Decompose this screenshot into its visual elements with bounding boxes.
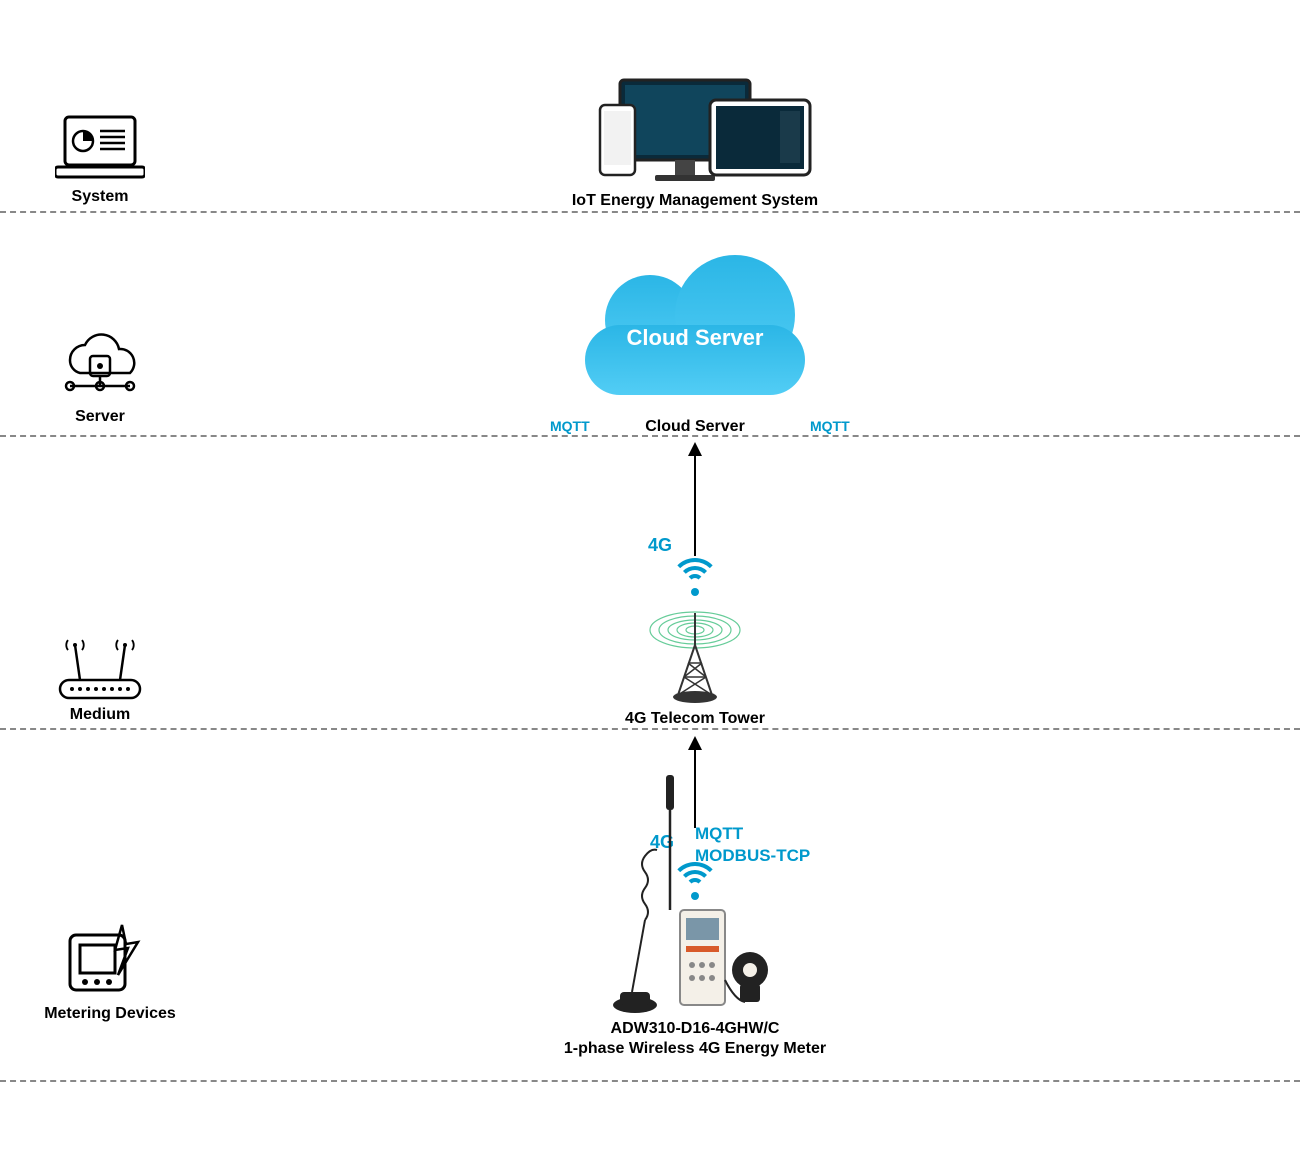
- proto-mqtt-left: MQTT: [550, 418, 590, 434]
- cloud-text: Cloud Server: [565, 325, 825, 351]
- side-label-system: System: [55, 188, 145, 206]
- divider-4: [0, 1080, 1300, 1082]
- divider-1: [0, 211, 1300, 213]
- divider-3: [0, 728, 1300, 730]
- energy-meter-icon: [610, 770, 790, 1025]
- side-label-server: Server: [55, 408, 145, 426]
- router-icon: [50, 635, 150, 710]
- center-label-medium: 4G Telecom Tower: [495, 710, 895, 728]
- center-label-meter-desc: 1-phase Wireless 4G Energy Meter: [495, 1040, 895, 1058]
- side-label-medium: Medium: [55, 706, 145, 724]
- meter-side-icon: [60, 920, 150, 1005]
- server-cloud-icon: [50, 330, 150, 405]
- arrow-tower-to-cloud: [694, 444, 696, 556]
- telecom-tower-icon: [640, 595, 750, 705]
- center-label-meter-model: ADW310-D16-4GHW/C: [495, 1020, 895, 1038]
- proto-4g-upper: 4G: [648, 535, 672, 556]
- laptop-icon: [55, 115, 145, 185]
- cloud-icon: Cloud Server: [565, 255, 825, 395]
- center-label-system: IoT Energy Management System: [495, 192, 895, 210]
- side-label-metering: Metering Devices: [30, 1005, 190, 1023]
- wifi-icon-upper: [670, 558, 720, 598]
- devices-icon: [570, 75, 820, 195]
- proto-mqtt-right: MQTT: [810, 418, 850, 434]
